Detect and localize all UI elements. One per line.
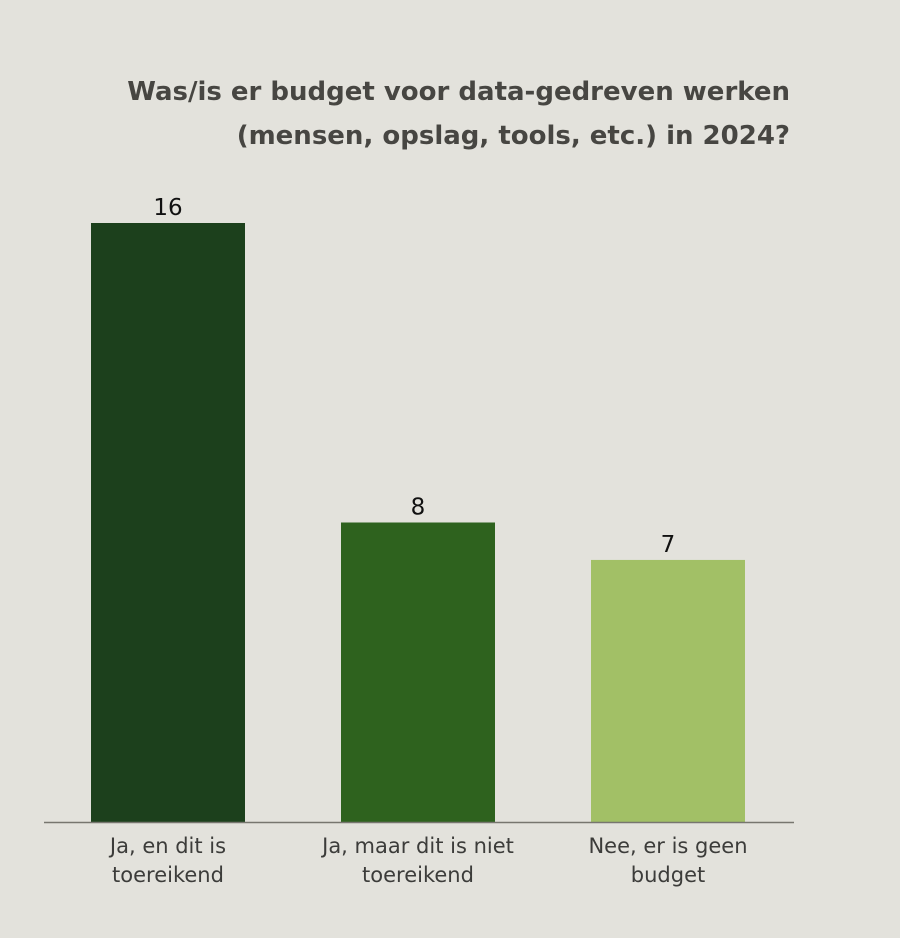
category-label-line: budget: [630, 863, 706, 887]
category-label-3: Nee, er is geen budget: [558, 832, 778, 890]
bar-1: [91, 223, 245, 822]
data-label-2: 8: [411, 495, 426, 521]
chart-title: Was/is er budget voor data-gedreven werk…: [127, 70, 790, 158]
bar-2: [341, 522, 495, 822]
chart-title-line-2: (mensen, opslag, tools, etc.) in 2024?: [236, 121, 790, 151]
data-label-3: 7: [661, 532, 676, 558]
category-label-line: toereikend: [112, 863, 224, 887]
category-label-line: toereikend: [362, 863, 474, 887]
data-label-1: 16: [153, 195, 182, 221]
category-label-line: Nee, er is geen: [588, 834, 748, 858]
bar-3: [591, 559, 745, 822]
category-label-line: Ja, en dit is: [109, 834, 227, 858]
chart-title-line-1: Was/is er budget voor data-gedreven werk…: [127, 77, 790, 107]
category-label-2: Ja, maar dit is niet toereikend: [308, 832, 528, 890]
category-label-line: Ja, maar dit is niet: [322, 834, 514, 858]
category-label-1: Ja, en dit is toereikend: [58, 832, 278, 890]
